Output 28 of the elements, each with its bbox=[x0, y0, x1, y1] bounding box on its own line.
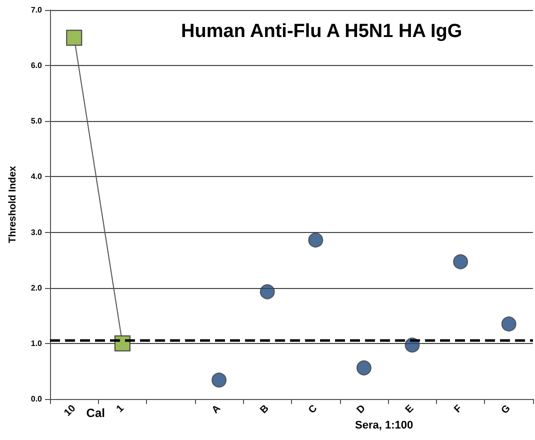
text: Human Anti-Flu A H5N1 HA IgG bbox=[181, 21, 462, 42]
y-tick-label: 5.0 bbox=[30, 116, 43, 126]
point bbox=[356, 360, 372, 376]
x-tick-label: 1 bbox=[114, 402, 127, 415]
x-tick-label: F bbox=[452, 403, 464, 416]
x-tick-label: G bbox=[499, 402, 513, 416]
x-tick-label: 10 bbox=[62, 402, 78, 419]
text: Cal bbox=[86, 406, 105, 420]
x-tick-label: A bbox=[210, 403, 223, 416]
x-tick-label: B bbox=[258, 403, 272, 416]
y-tick-label: 3.0 bbox=[30, 228, 43, 237]
x-axis-title: Sera, 1:100 bbox=[354, 420, 414, 432]
point bbox=[212, 372, 227, 388]
y-tick-label: 7.0 bbox=[30, 6, 43, 14]
y-axis-title: Threshold Index bbox=[8, 165, 18, 244]
point bbox=[66, 30, 82, 46]
point bbox=[501, 316, 516, 332]
y-tick-label: 6.0 bbox=[30, 61, 43, 70]
y-tick-label: 2.0 bbox=[30, 283, 43, 292]
point bbox=[308, 232, 324, 248]
x-tick-label: C bbox=[306, 403, 320, 416]
y-tick-label: 0.0 bbox=[30, 394, 43, 404]
point bbox=[260, 284, 275, 300]
y-tick-label: 1.0 bbox=[30, 338, 43, 348]
y-tick-label: 4.0 bbox=[30, 172, 43, 182]
x-tick-label: E bbox=[404, 402, 416, 416]
point bbox=[453, 254, 468, 270]
x-tick-label: D bbox=[354, 403, 368, 416]
